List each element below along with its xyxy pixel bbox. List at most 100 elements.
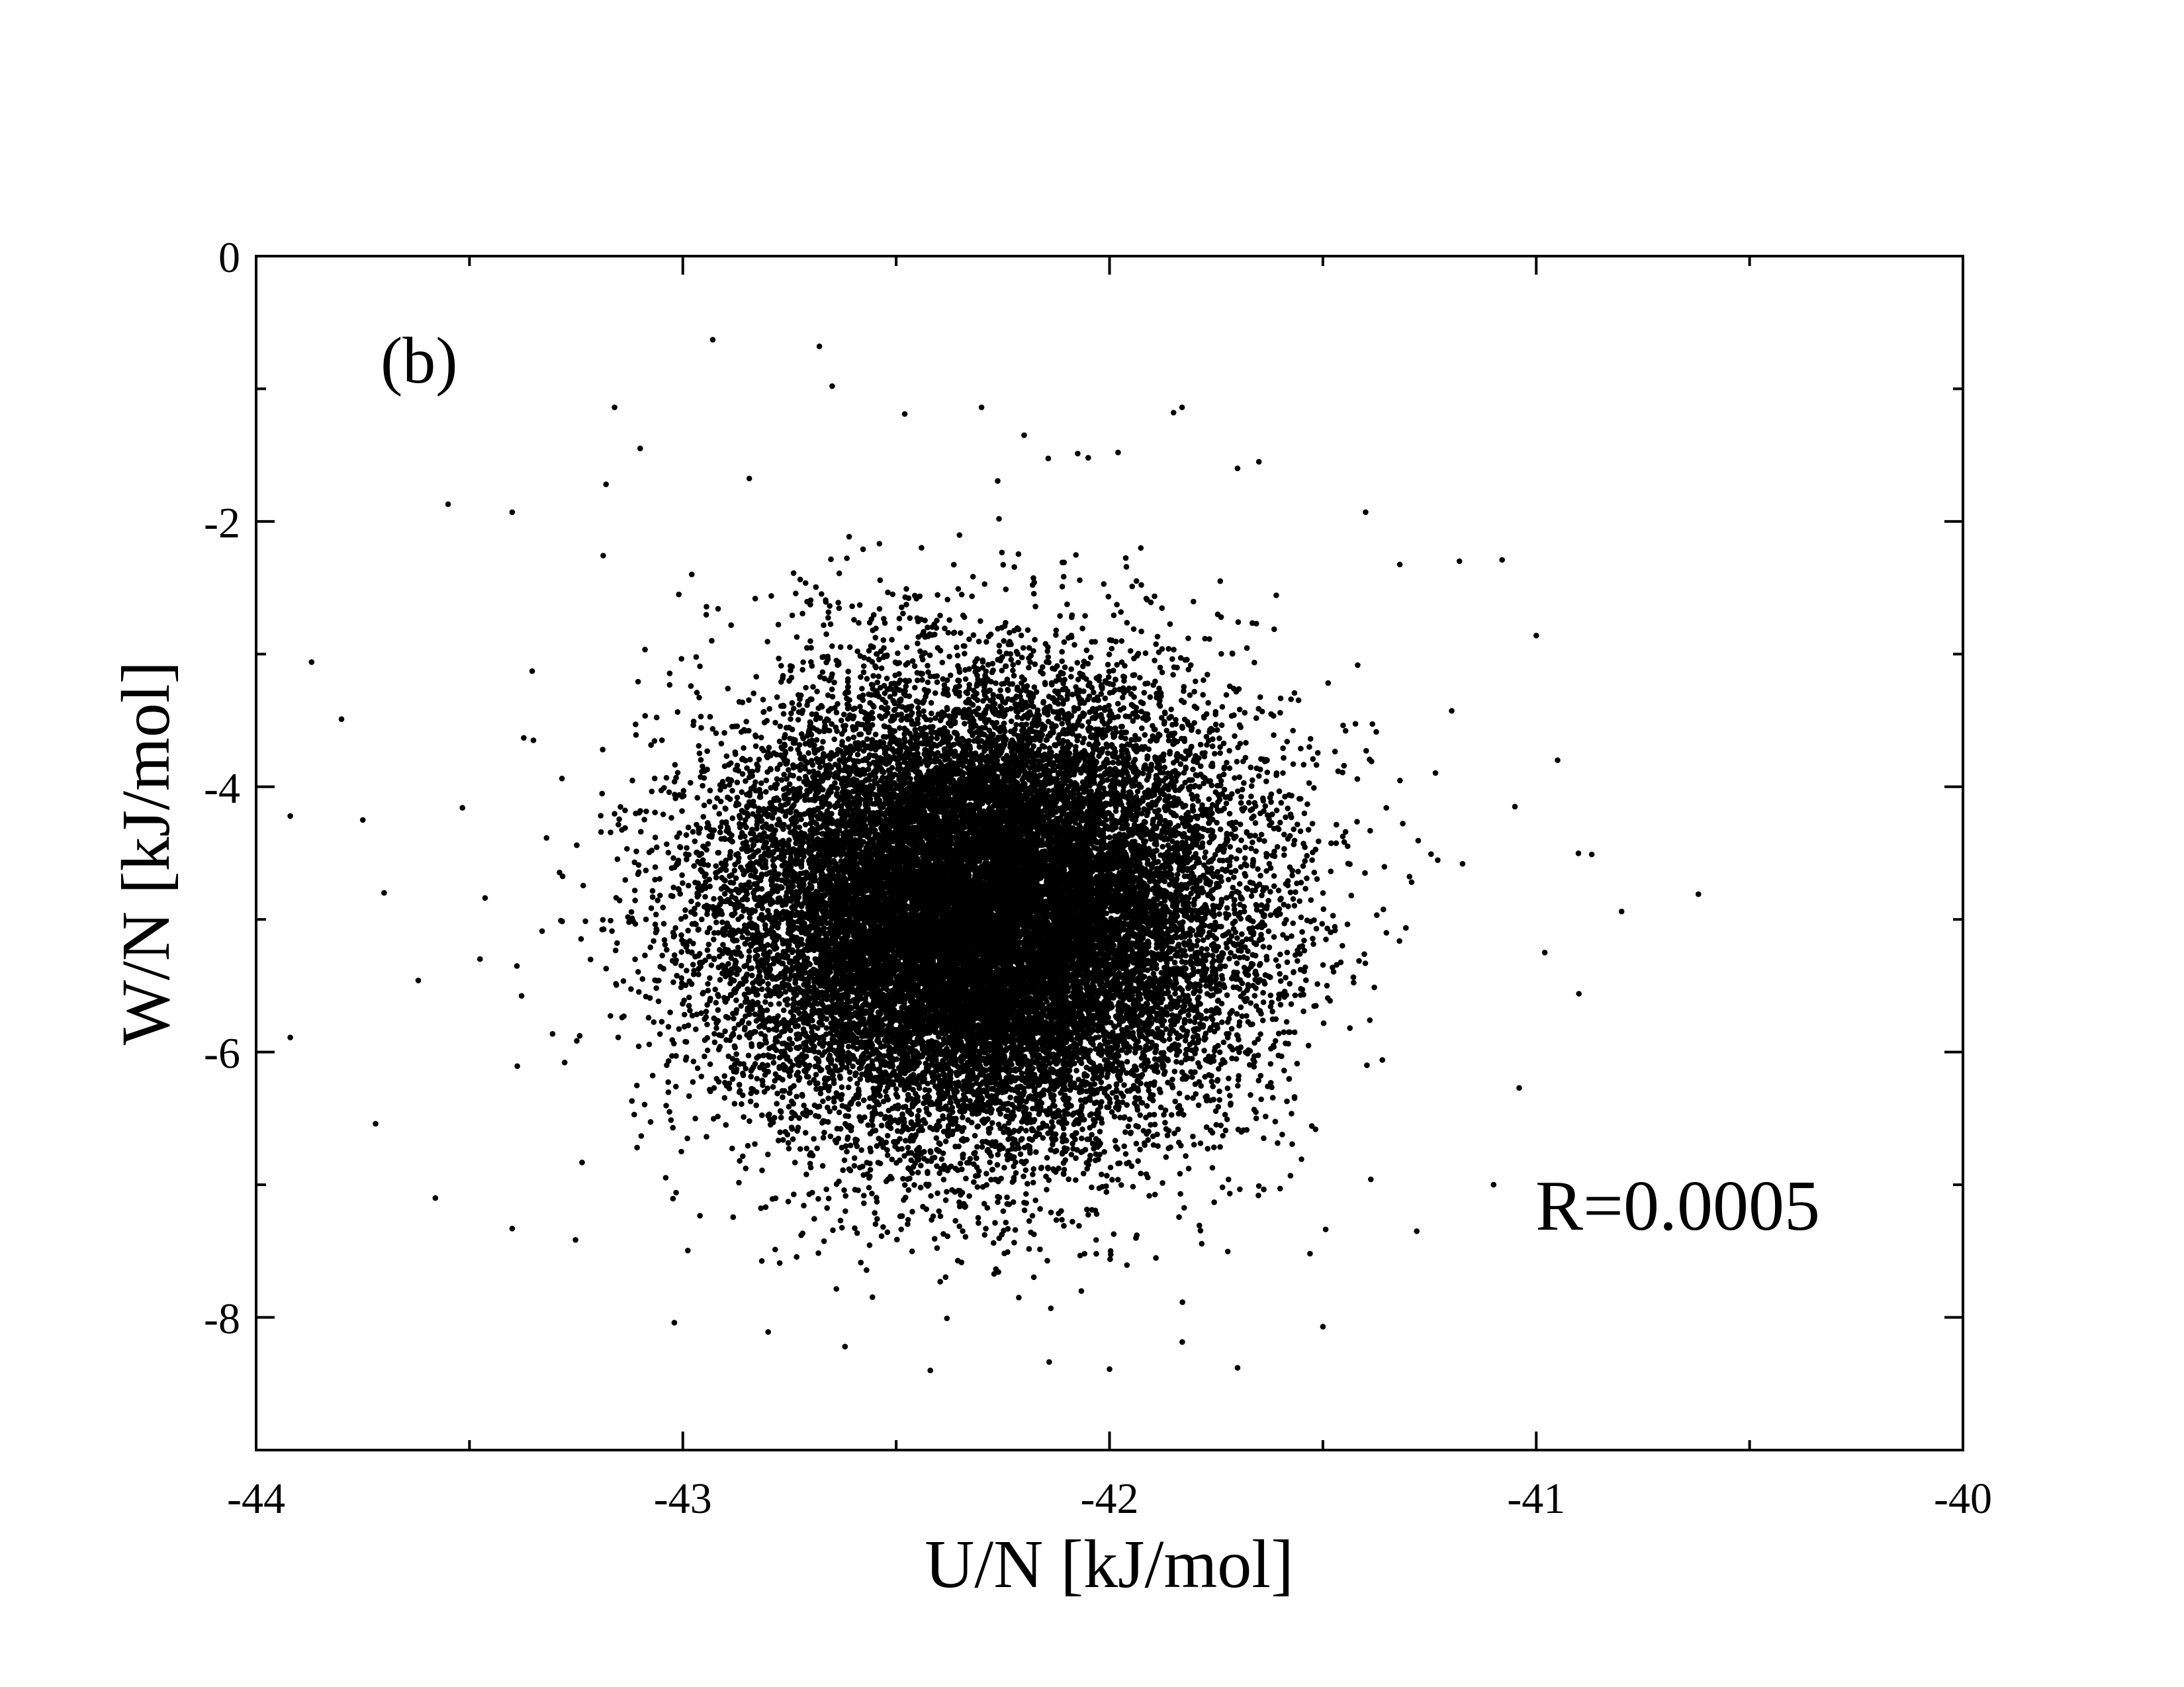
scatter-point: [972, 1132, 978, 1139]
scatter-point: [950, 561, 957, 568]
scatter-point: [900, 1175, 906, 1182]
scatter-point: [1128, 1129, 1134, 1136]
scatter-point: [704, 748, 710, 754]
scatter-point: [808, 645, 814, 651]
scatter-point: [1234, 856, 1240, 862]
scatter-point: [1350, 974, 1357, 980]
scatter-point: [1257, 872, 1263, 879]
scatter-point: [578, 936, 584, 942]
scatter-point: [688, 571, 695, 578]
scatter-point: [677, 891, 683, 897]
scatter-point: [876, 673, 882, 680]
scatter-point: [840, 1167, 846, 1173]
scatter-point: [813, 1071, 819, 1078]
scatter-point: [678, 949, 684, 955]
scatter-point: [977, 744, 983, 750]
scatter-point: [1351, 980, 1357, 985]
scatter-point: [723, 753, 730, 759]
scatter-point: [1367, 1017, 1373, 1023]
scatter-point: [1169, 1076, 1175, 1083]
scatter-point: [1300, 762, 1307, 768]
scatter-point: [770, 1084, 776, 1090]
scatter-point: [1396, 938, 1402, 944]
scatter-point: [1168, 1112, 1175, 1118]
scatter-point: [707, 713, 713, 720]
scatter-point: [860, 669, 867, 675]
scatter-point: [1061, 639, 1068, 645]
scatter-point: [820, 1134, 827, 1141]
scatter-point: [931, 1154, 938, 1161]
scatter-point: [1023, 1167, 1029, 1173]
scatter-point: [1255, 1193, 1261, 1199]
scatter-point: [845, 1084, 852, 1091]
scatter-point: [1211, 1199, 1217, 1205]
scatter-point: [1093, 1136, 1099, 1142]
scatter-point: [903, 602, 909, 608]
scatter-point: [1073, 1177, 1079, 1183]
scatter-point: [1079, 1126, 1085, 1132]
scatter-point: [1222, 1111, 1228, 1118]
scatter-point: [807, 638, 813, 644]
scatter-point: [629, 778, 635, 784]
scatter-point: [1313, 925, 1320, 932]
scatter-point: [664, 946, 670, 953]
scatter-point: [1367, 827, 1373, 834]
scatter-point: [1338, 959, 1344, 966]
scatter-point: [1181, 1205, 1187, 1211]
scatter-point: [788, 710, 794, 717]
scatter-point: [1030, 1171, 1036, 1177]
scatter-point: [1160, 844, 1165, 850]
scatter-point: [897, 725, 903, 731]
scatter-point: [805, 1073, 811, 1080]
scatter-point: [1259, 1017, 1266, 1024]
scatter-point: [1033, 1149, 1039, 1155]
scatter-point: [1269, 811, 1275, 817]
scatter-point: [711, 936, 717, 942]
scatter-point: [758, 735, 764, 741]
scatter-point: [864, 1267, 870, 1273]
scatter-point: [670, 979, 676, 985]
scatter-point: [1271, 873, 1277, 879]
scatter-point: [1209, 1017, 1216, 1023]
scatter-point: [598, 813, 604, 819]
scatter-point: [903, 586, 909, 592]
scatter-point: [718, 741, 725, 747]
scatter-point: [1242, 709, 1248, 716]
scatter-point: [1038, 1165, 1044, 1171]
scatter-point: [1255, 773, 1262, 779]
scatter-point: [1292, 992, 1298, 999]
scatter-point: [1172, 1098, 1178, 1105]
scatter-point: [1146, 1193, 1152, 1199]
scatter-point: [846, 533, 852, 540]
scatter-point: [931, 1236, 938, 1242]
scatter-point: [1361, 951, 1367, 957]
scatter-point: [671, 952, 678, 958]
scatter-point: [987, 1160, 993, 1165]
scatter-point: [659, 737, 665, 743]
scatter-point: [884, 1229, 891, 1236]
scatter-point: [915, 705, 921, 711]
scatter-point: [994, 1162, 1001, 1168]
scatter-point: [895, 650, 901, 657]
scatter-point: [1018, 1125, 1024, 1132]
scatter-point: [477, 956, 483, 962]
scatter-point: [678, 916, 684, 922]
scatter-point: [1281, 1068, 1287, 1073]
scatter-point: [1162, 1120, 1168, 1126]
scatter-point: [937, 612, 943, 619]
scatter-point: [696, 972, 702, 978]
scatter-point: [721, 1095, 728, 1101]
scatter-point: [944, 1315, 950, 1322]
scatter-point: [776, 1260, 783, 1266]
scatter-point: [690, 829, 696, 835]
scatter-point: [1202, 854, 1208, 860]
scatter-point: [1251, 659, 1257, 666]
scatter-point: [778, 1115, 784, 1120]
scatter-point: [763, 777, 770, 784]
scatter-point: [829, 686, 835, 692]
scatter-point: [912, 684, 918, 691]
scatter-point: [1163, 727, 1170, 734]
scatter-point: [824, 1205, 830, 1211]
scatter-point: [1231, 902, 1237, 908]
scatter-point: [720, 942, 726, 948]
